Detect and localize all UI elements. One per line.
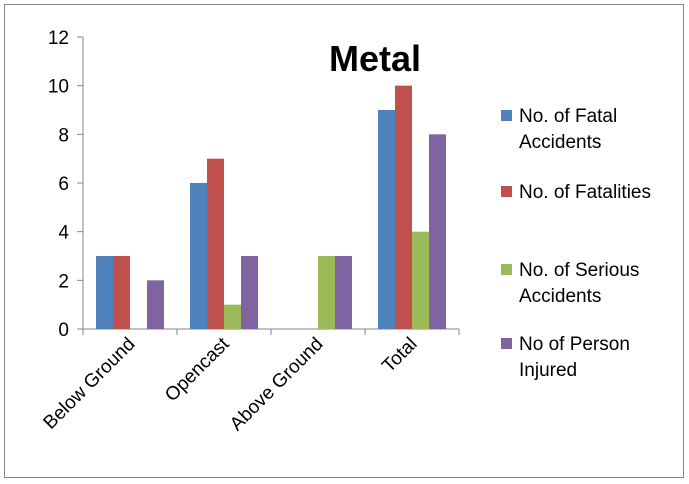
chart-title: Metal — [329, 38, 421, 79]
legend-label: No. of Fatal Accidents — [519, 106, 617, 153]
bar — [147, 280, 164, 329]
bar — [207, 158, 224, 329]
bar — [96, 256, 113, 329]
y-tick-label: 2 — [58, 271, 69, 292]
y-tick-label: 10 — [48, 77, 69, 98]
x-category-label: Total — [378, 334, 421, 377]
legend-swatch — [501, 338, 512, 349]
legend-swatch — [501, 110, 512, 121]
x-category-label: Above Ground — [226, 334, 327, 435]
x-category-label: Below Ground — [40, 334, 140, 434]
y-tick-label: 8 — [58, 125, 69, 146]
legend-label: No. of Serious Accidents — [519, 260, 639, 307]
y-tick-label: 12 — [48, 28, 69, 49]
bar — [113, 256, 130, 329]
legend-label: No. of Fatalities — [519, 182, 651, 203]
x-category-label: Opencast — [161, 333, 234, 406]
bar — [318, 256, 335, 329]
bar — [412, 231, 429, 329]
legend-label: No of Person Injured — [519, 334, 630, 381]
y-tick-label: 0 — [58, 320, 69, 341]
bar — [190, 183, 207, 329]
bar — [395, 85, 412, 330]
bar — [335, 256, 352, 329]
bar — [378, 110, 395, 329]
legend-swatch — [501, 186, 512, 197]
y-tick-label: 4 — [58, 223, 69, 244]
chart-frame: Metal 0 2 4 6 8 10 12 Below Ground Opencast Above… — [4, 4, 684, 478]
bar — [241, 256, 258, 329]
y-tick-label: 6 — [58, 174, 69, 195]
bar-chart: Metal 0 2 4 6 8 10 12 Below Ground OpencastAbove… — [40, 28, 651, 435]
bar — [429, 134, 446, 329]
legend: No. of Fatal Accidents No. of Fatalities No… — [501, 106, 651, 381]
bar — [224, 304, 241, 329]
legend-swatch — [501, 264, 512, 275]
